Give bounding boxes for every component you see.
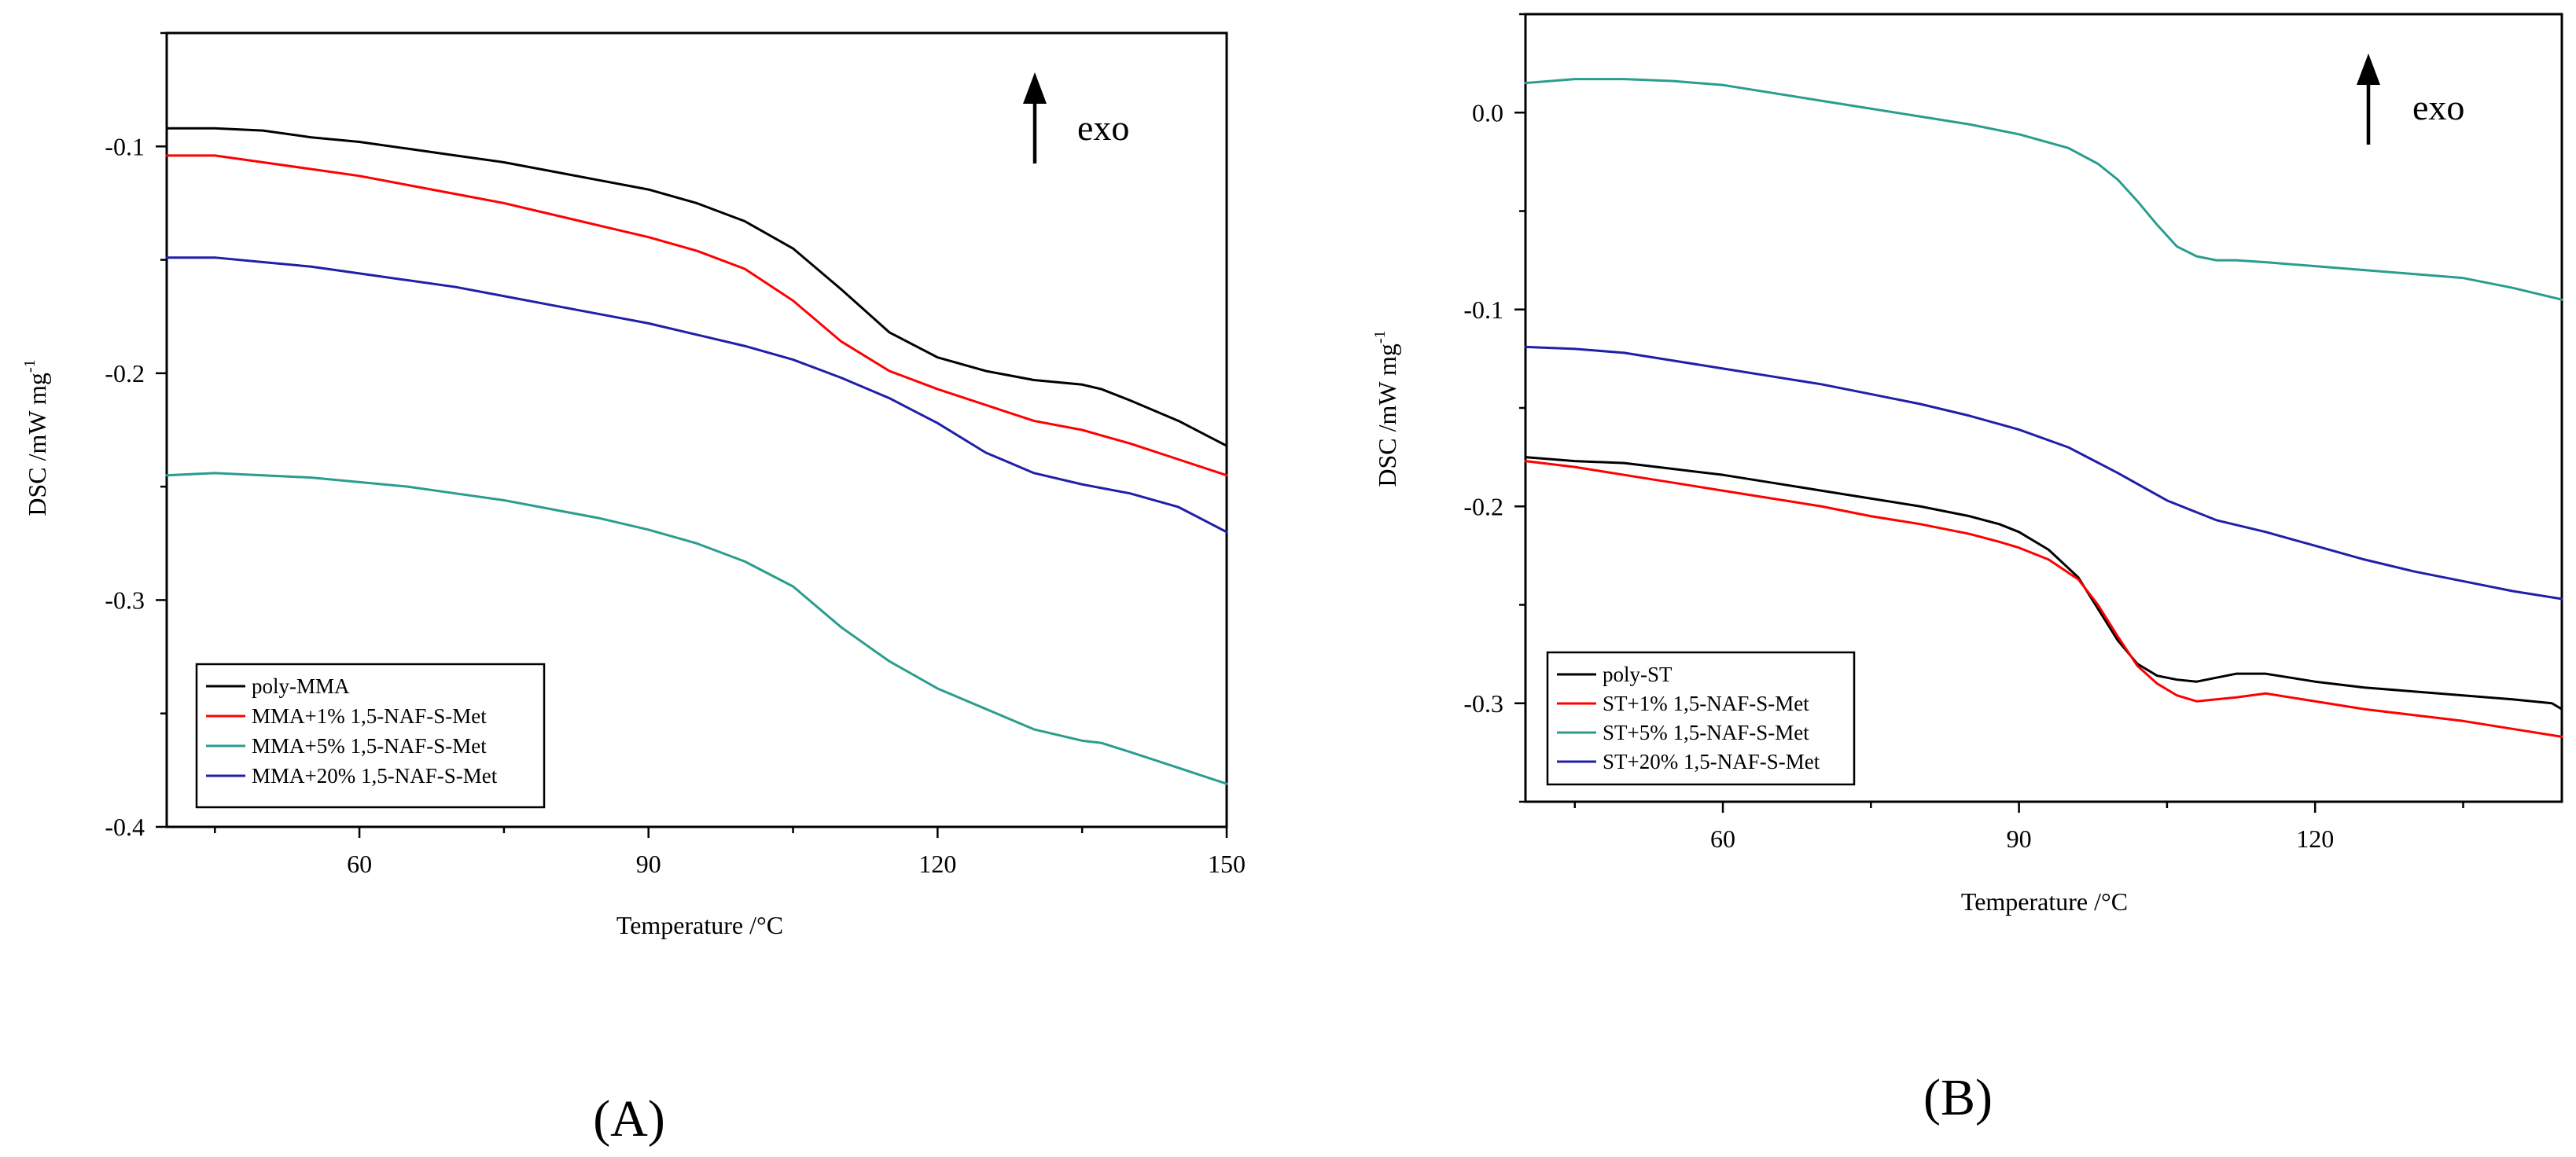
panel-label: (B) [1923, 1069, 1993, 1126]
legend-box [1546, 651, 1856, 786]
chart-b: 60 90 120 0.0 -0.1 -0.2 -0.3 poly-ST ST+1% 1,5-N… [1371, 13, 2563, 1126]
legend-label: poly-ST [1603, 663, 1673, 686]
legend-label: MMA+1% 1,5-NAF-S-Met [252, 704, 487, 728]
x-tick-label: 60 [347, 850, 372, 878]
exo-arrow-head [1023, 72, 1047, 104]
chart-a: 60 90 120 150 -0.1 -0.2 -0.3 -0.4 poly-MMA MMA+1%… [21, 31, 1246, 1148]
legend-label: MMA+20% 1,5-NAF-S-Met [252, 764, 498, 788]
y-tick-label: -0.2 [1463, 492, 1503, 520]
exo-label: exo [1077, 108, 1129, 148]
x-tick-label: 120 [2296, 825, 2334, 853]
y-axis-title-superscript: -1 [1371, 330, 1389, 343]
x-tick-label: 60 [1710, 825, 1735, 853]
y-tick-label: -0.3 [105, 586, 145, 614]
x-axis-title: Temperature /°C [616, 911, 783, 939]
y-tick-label: 0.0 [1472, 98, 1503, 127]
series-line [1524, 345, 2563, 601]
series-line [1524, 78, 2563, 301]
series-line [165, 256, 1228, 534]
legend-label: ST+1% 1,5-NAF-S-Met [1603, 692, 1809, 715]
y-tick-label: -0.2 [105, 359, 145, 388]
x-tick-label: 120 [918, 850, 956, 878]
y-axis-title-superscript: -1 [21, 359, 39, 373]
y-axis-title: DSC /mW mg-1 [1371, 330, 1401, 487]
y-axis-title: DSC /mW mg-1 [21, 359, 51, 516]
x-tick-label: 150 [1208, 850, 1246, 878]
panel-label: (A) [593, 1090, 665, 1148]
exo-label: exo [2412, 87, 2464, 127]
legend-label: MMA+5% 1,5-NAF-S-Met [252, 734, 487, 758]
y-tick-label: -0.1 [1463, 296, 1503, 324]
legend: poly-MMA MMA+1% 1,5-NAF-S-Met MMA+5% 1,5-N… [195, 663, 546, 809]
exo-arrow-head [2357, 53, 2380, 85]
legend-box [195, 663, 546, 809]
series-line [1524, 460, 2563, 738]
y-tick-label: -0.1 [105, 132, 145, 160]
y-tick-label: -0.4 [105, 813, 145, 841]
x-tick-label: 90 [636, 850, 661, 878]
y-axis-title-main: DSC /mW mg [23, 373, 51, 516]
legend-label: ST+5% 1,5-NAF-S-Met [1603, 721, 1809, 744]
plot-frame [165, 31, 1228, 828]
legend-label: ST+20% 1,5-NAF-S-Met [1603, 750, 1820, 773]
y-tick-label: -0.3 [1463, 689, 1503, 718]
series-line [165, 472, 1228, 785]
y-axis-title-main: DSC /mW mg [1373, 343, 1401, 487]
legend: poly-ST ST+1% 1,5-NAF-S-Met ST+5% 1,5-NAF-… [1546, 651, 1856, 786]
x-tick-label: 90 [2007, 825, 2032, 853]
series-line [165, 154, 1228, 477]
series-line [1524, 456, 2563, 711]
legend-label: poly-MMA [252, 674, 350, 698]
series-line [165, 127, 1228, 447]
x-axis-title: Temperature /°C [1961, 887, 2128, 916]
